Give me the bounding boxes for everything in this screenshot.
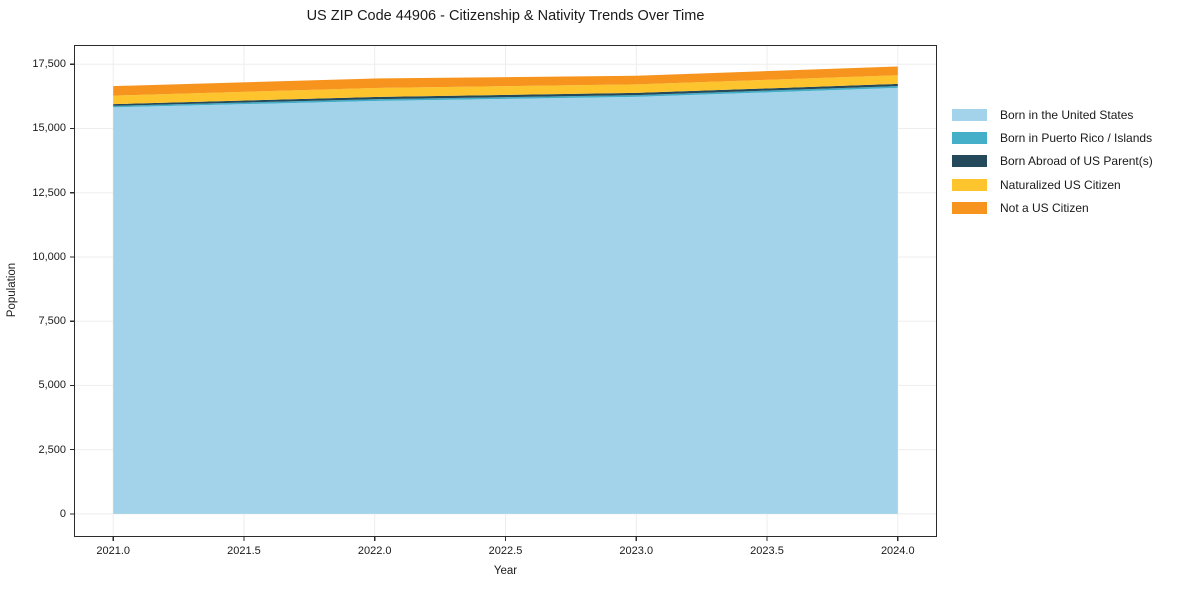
legend-label: Born Abroad of US Parent(s) — [1000, 154, 1153, 169]
legend-item: Naturalized US Citizen — [952, 173, 1153, 196]
legend-swatch — [952, 202, 987, 215]
legend-swatch — [952, 108, 987, 121]
x-tick-label: 2022.0 — [357, 545, 392, 557]
legend-item: Born in Puerto Rico / Islands — [952, 126, 1153, 149]
x-tick-label: 2021.5 — [227, 545, 261, 557]
legend-swatch — [952, 178, 987, 191]
legend-swatch — [952, 132, 987, 145]
x-axis-label: Year — [493, 565, 518, 577]
legend-item: Not a US Citizen — [952, 197, 1153, 220]
y-tick-label: 0 — [59, 507, 66, 520]
legend-item: Born in the United States — [952, 103, 1153, 126]
legend-swatch — [952, 155, 987, 168]
y-tick-label: 15,000 — [32, 122, 66, 135]
y-tick-label: 17,500 — [32, 58, 66, 71]
y-tick-label: 10,000 — [32, 250, 66, 263]
legend: Born in the United States Born in Puerto … — [952, 103, 1153, 220]
area-series — [113, 66, 898, 96]
x-tick-label: 2021.0 — [96, 545, 131, 557]
x-tick-label: 2024.0 — [880, 545, 915, 557]
x-tick-label: 2023.0 — [619, 545, 654, 557]
y-tick-label: 2,500 — [38, 443, 66, 456]
x-tick-label: 2022.5 — [488, 545, 523, 557]
y-tick-label: 7,500 — [38, 315, 66, 328]
area-series — [113, 75, 898, 105]
area-series — [113, 83, 898, 106]
legend-item: Born Abroad of US Parent(s) — [952, 150, 1153, 173]
x-tick-label: 2023.5 — [750, 545, 784, 557]
legend-label: Born in Puerto Rico / Islands — [1000, 131, 1153, 146]
chart-title: US ZIP Code 44906 - Citizenship & Nativi… — [306, 8, 705, 24]
area-series — [113, 87, 898, 514]
y-tick-label: 12,500 — [32, 186, 66, 199]
legend-label: Not a US Citizen — [1000, 201, 1089, 216]
legend-label: Born in the United States — [1000, 107, 1134, 122]
y-tick-label: 5,000 — [38, 379, 66, 392]
legend-label: Naturalized US Citizen — [1000, 177, 1121, 192]
area-series — [113, 86, 898, 108]
plot-frame — [73, 44, 938, 538]
